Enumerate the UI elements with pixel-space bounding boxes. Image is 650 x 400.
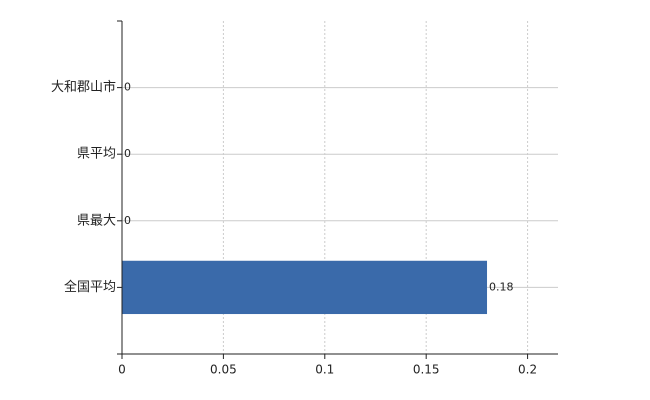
data-label: 0 xyxy=(124,214,131,227)
data-label: 0.18 xyxy=(489,280,514,293)
data-label: 0 xyxy=(124,81,131,94)
y-tick-label: 全国平均 xyxy=(64,279,116,295)
x-tick-label: 0.2 xyxy=(518,363,537,377)
x-tick-label: 0 xyxy=(118,363,126,377)
x-tick-label: 0.15 xyxy=(413,363,440,377)
y-tick-label: 大和郡山市 xyxy=(51,79,116,95)
bar xyxy=(122,260,488,315)
x-tick-label: 0.05 xyxy=(210,363,237,377)
x-tick-label: 0.1 xyxy=(315,363,334,377)
data-label: 0 xyxy=(124,147,131,160)
y-tick-label: 県最大 xyxy=(77,213,116,228)
y-tick-label: 県平均 xyxy=(77,147,116,162)
